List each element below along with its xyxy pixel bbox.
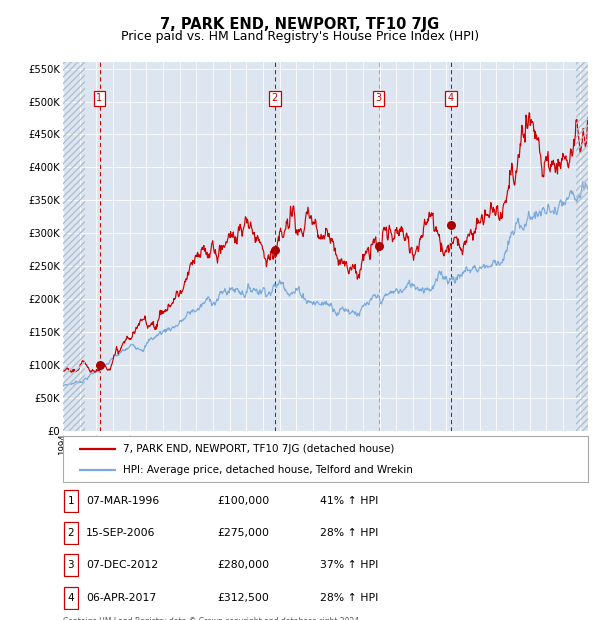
FancyBboxPatch shape bbox=[63, 436, 588, 482]
Text: 28% ↑ HPI: 28% ↑ HPI bbox=[320, 593, 378, 603]
Text: 7, PARK END, NEWPORT, TF10 7JG: 7, PARK END, NEWPORT, TF10 7JG bbox=[160, 17, 440, 32]
Text: 15-SEP-2006: 15-SEP-2006 bbox=[86, 528, 155, 538]
Text: £275,000: £275,000 bbox=[218, 528, 270, 538]
FancyBboxPatch shape bbox=[64, 554, 78, 577]
Text: 1: 1 bbox=[67, 496, 74, 506]
Text: 7, PARK END, NEWPORT, TF10 7JG (detached house): 7, PARK END, NEWPORT, TF10 7JG (detached… bbox=[124, 444, 395, 454]
Text: HPI: Average price, detached house, Telford and Wrekin: HPI: Average price, detached house, Telf… bbox=[124, 464, 413, 474]
Text: 06-APR-2017: 06-APR-2017 bbox=[86, 593, 156, 603]
Text: 3: 3 bbox=[376, 93, 382, 104]
Text: 1: 1 bbox=[97, 93, 103, 104]
Text: £312,500: £312,500 bbox=[218, 593, 269, 603]
Text: 4: 4 bbox=[448, 93, 454, 104]
Text: 2: 2 bbox=[67, 528, 74, 538]
Text: 3: 3 bbox=[67, 560, 74, 570]
FancyBboxPatch shape bbox=[64, 522, 78, 544]
Text: 37% ↑ HPI: 37% ↑ HPI bbox=[320, 560, 378, 570]
Text: Contains HM Land Registry data © Crown copyright and database right 2024.: Contains HM Land Registry data © Crown c… bbox=[63, 617, 361, 620]
Text: 2: 2 bbox=[272, 93, 278, 104]
Text: 4: 4 bbox=[67, 593, 74, 603]
FancyBboxPatch shape bbox=[64, 587, 78, 609]
Text: £280,000: £280,000 bbox=[218, 560, 270, 570]
Text: Price paid vs. HM Land Registry's House Price Index (HPI): Price paid vs. HM Land Registry's House … bbox=[121, 30, 479, 43]
Text: 41% ↑ HPI: 41% ↑ HPI bbox=[320, 496, 378, 506]
FancyBboxPatch shape bbox=[64, 490, 78, 512]
Text: 28% ↑ HPI: 28% ↑ HPI bbox=[320, 528, 378, 538]
Text: £100,000: £100,000 bbox=[218, 496, 270, 506]
Text: 07-DEC-2012: 07-DEC-2012 bbox=[86, 560, 158, 570]
Text: 07-MAR-1996: 07-MAR-1996 bbox=[86, 496, 159, 506]
